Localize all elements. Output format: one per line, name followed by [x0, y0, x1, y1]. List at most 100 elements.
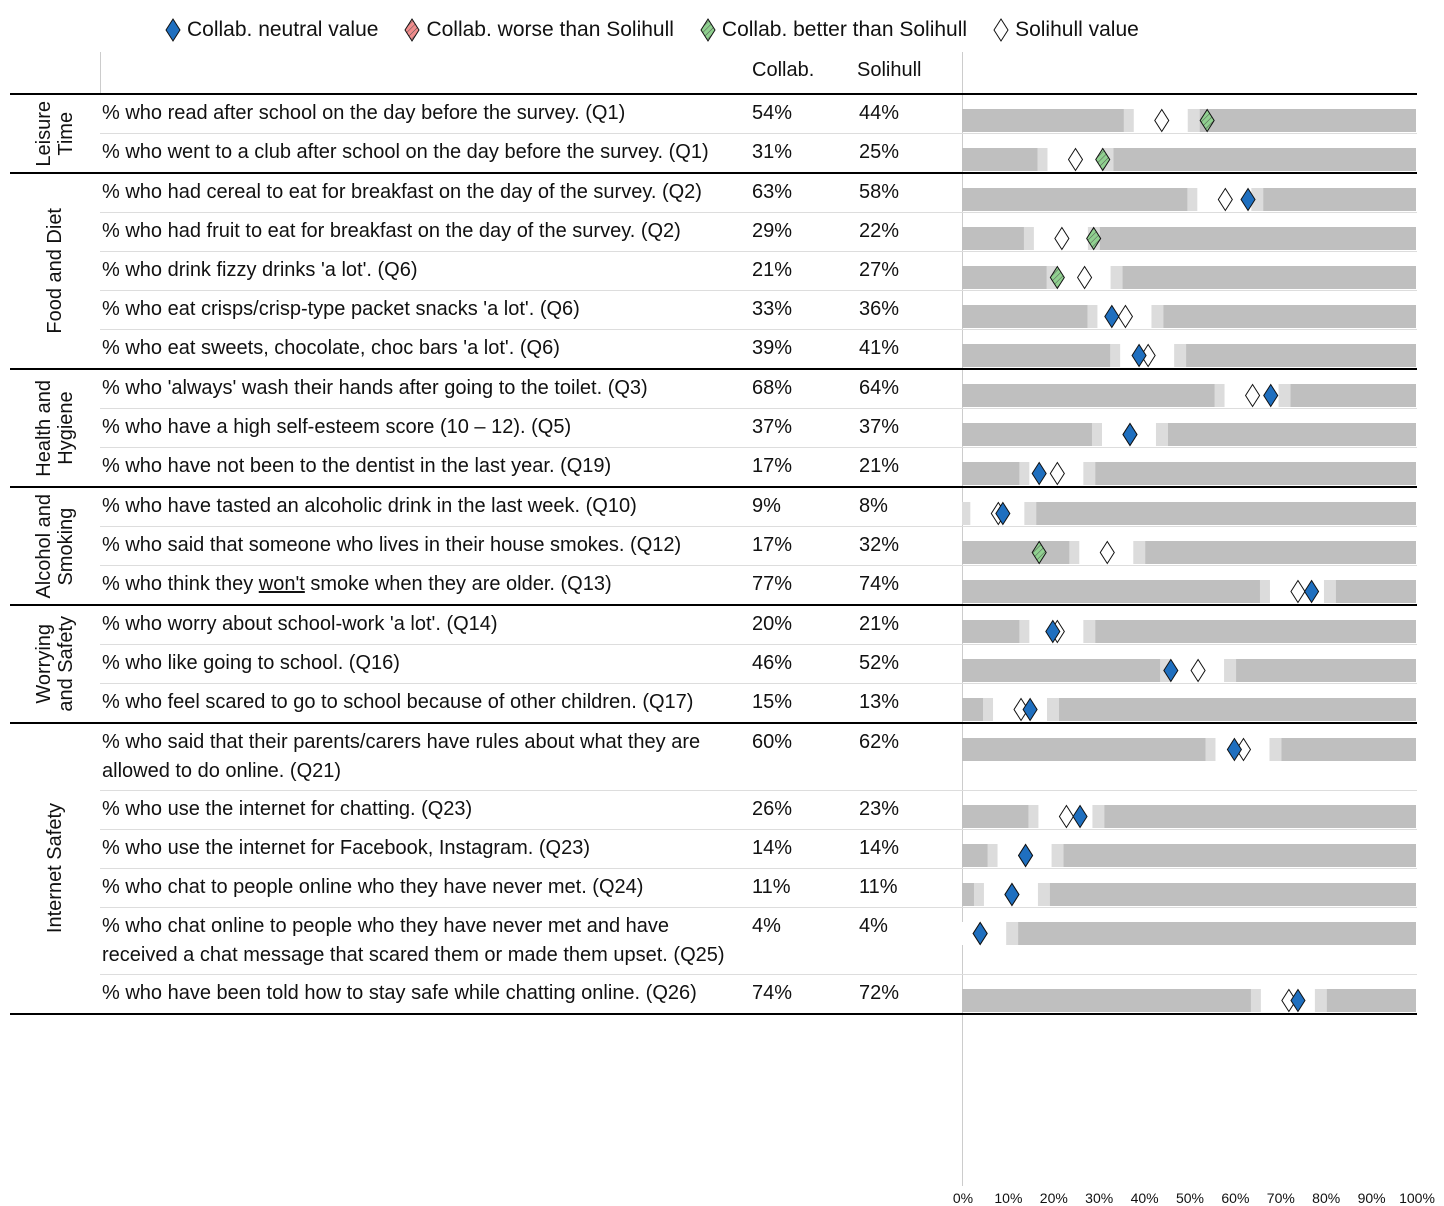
group-name-line: Smoking — [55, 507, 77, 585]
x-tick-label: 30% — [1085, 1190, 1114, 1206]
solihull-value: 21% — [859, 613, 900, 635]
background-bar — [962, 266, 1416, 289]
background-bar — [962, 580, 1416, 603]
collab-marker — [1004, 882, 1020, 907]
collab-value: 29% — [752, 220, 793, 242]
row-label: % who like going to school. (Q16) — [102, 652, 400, 674]
row-label: % who worry about school-work 'a lot'. (… — [102, 613, 498, 635]
solihull-value: 74% — [859, 573, 900, 595]
group-name-line: Health and — [33, 379, 55, 477]
group-name-line: Worrying — [33, 624, 55, 704]
group-name-text: Internet Safety — [44, 803, 66, 933]
row-label: % who chat to people online who they hav… — [102, 876, 644, 898]
group: Internet Safety % who said that their par… — [10, 724, 1417, 1015]
row-plot — [962, 383, 1416, 408]
row-label: % who 'always' wash their hands after go… — [102, 377, 648, 399]
solihull-value: 8% — [859, 495, 888, 517]
solihull-value: 72% — [859, 982, 900, 1004]
collab-marker — [1104, 304, 1120, 329]
x-tick-label: 50% — [1175, 1190, 1205, 1206]
row: % who eat sweets, chocolate, choc bars '… — [100, 330, 1417, 368]
x-tick-label: 70% — [1266, 1190, 1295, 1206]
row-plot — [962, 988, 1416, 1013]
row-plot — [962, 226, 1416, 251]
group: Worrying and Safety % who worry about scho… — [10, 606, 1417, 724]
rows: % who said that their parents/carers hav… — [100, 724, 1417, 1013]
row: % who have tasted an alcoholic drink in … — [100, 488, 1417, 527]
row-plot — [962, 108, 1416, 133]
group-name: Worrying and Safety — [10, 606, 100, 722]
row-label: % who have not been to the dentist in th… — [102, 455, 612, 477]
collab-value: 74% — [752, 982, 793, 1004]
legend-swatch — [700, 18, 716, 42]
collab-marker — [1122, 422, 1138, 447]
solihull-value: 41% — [859, 337, 900, 359]
row: % who had fruit to eat for breakfast on … — [100, 213, 1417, 252]
legend-marker — [404, 18, 421, 42]
collab-marker — [1303, 579, 1320, 604]
row-plot — [962, 697, 1416, 722]
collab-marker — [1290, 988, 1306, 1013]
plot-cell — [962, 488, 1417, 526]
row-label: % who use the internet for Facebook, Ins… — [102, 837, 591, 859]
collab-value: 20% — [752, 613, 793, 635]
x-tick-label: 80% — [1312, 1190, 1341, 1206]
plot-cell — [962, 724, 1417, 790]
background-bar — [962, 698, 1416, 721]
legend-swatch — [404, 18, 421, 42]
solihull-value: 37% — [859, 416, 900, 438]
solihull-marker — [1154, 108, 1170, 133]
background-bar — [962, 844, 1416, 867]
solihull-value: 44% — [859, 102, 900, 124]
legend-swatch — [165, 18, 181, 42]
row: % who worry about school-work 'a lot'. (… — [100, 606, 1417, 645]
solihull-value: 13% — [859, 691, 900, 713]
legend-item: Solihull value — [993, 18, 1139, 42]
row: % who chat to people online who they hav… — [100, 869, 1417, 908]
solihull-value: 64% — [859, 377, 900, 399]
group-name: Food and Diet — [10, 174, 100, 368]
row: % who like going to school. (Q16) 46% 52% — [100, 645, 1417, 684]
row-plot — [962, 147, 1416, 172]
solihull-value: 52% — [859, 652, 900, 674]
solihull-value: 27% — [859, 259, 900, 281]
row-label: % who have tasted an alcoholic drink in … — [102, 495, 637, 517]
solihull-marker — [1058, 804, 1075, 829]
row-label-part: % who think they — [102, 573, 259, 595]
solihull-value: 4% — [859, 915, 888, 937]
plot-cell — [962, 684, 1417, 722]
rows: % who had cereal to eat for breakfast on… — [100, 174, 1417, 368]
background-bar — [962, 541, 1416, 564]
row-plot — [962, 343, 1416, 368]
solihull-value: 62% — [859, 731, 900, 753]
plot-cell — [962, 975, 1417, 1013]
row: % who feel scared to go to school becaus… — [100, 684, 1417, 722]
plot-cell — [962, 830, 1417, 868]
legend-swatch — [993, 18, 1009, 42]
row-plot — [962, 461, 1416, 486]
background-bar — [962, 423, 1416, 446]
header-divider — [100, 52, 101, 93]
background-bar — [962, 922, 1416, 945]
background-bar — [962, 738, 1416, 761]
legend-label: Collab. neutral value — [187, 18, 379, 41]
collab-value: 26% — [752, 798, 793, 820]
row-label: % who eat crisps/crisp-type packet snack… — [102, 298, 580, 320]
legend-label: Collab. better than Solihull — [721, 18, 968, 41]
solihull-marker — [1076, 265, 1093, 290]
background-bar — [962, 148, 1416, 171]
row-plot — [962, 501, 1416, 526]
plot-cell — [962, 606, 1417, 644]
collab-value: 37% — [752, 416, 793, 438]
collab-value: 54% — [752, 102, 793, 124]
row-label: % who said that their parents/carers hav… — [102, 731, 701, 782]
group-name-line: Time — [55, 111, 77, 156]
rows: % who have tasted an alcoholic drink in … — [100, 488, 1417, 604]
group-name-text: Food and Diet — [44, 208, 66, 334]
row: % who use the internet for chatting. (Q2… — [100, 791, 1417, 830]
solihull-marker — [1290, 579, 1306, 604]
row: % who 'always' wash their hands after go… — [100, 370, 1417, 409]
row-plot — [962, 882, 1416, 907]
collab-value: 17% — [752, 534, 793, 556]
row-plot — [962, 804, 1416, 829]
